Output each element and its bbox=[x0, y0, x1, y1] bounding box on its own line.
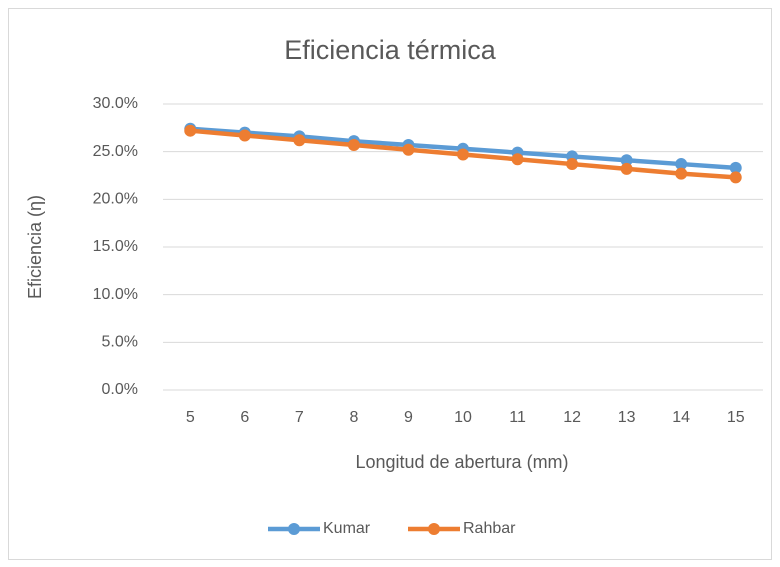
legend-label: Kumar bbox=[323, 520, 371, 537]
data-point bbox=[675, 158, 688, 171]
data-point bbox=[729, 171, 742, 184]
y-tick-label: 25.0% bbox=[93, 143, 138, 160]
x-tick-label: 15 bbox=[727, 409, 745, 426]
x-tick-label: 13 bbox=[618, 409, 636, 426]
chart-frame bbox=[8, 8, 772, 560]
legend-marker bbox=[288, 523, 300, 535]
y-tick-label: 30.0% bbox=[93, 95, 138, 112]
legend-marker bbox=[428, 523, 440, 535]
legend-label: Rahbar bbox=[463, 520, 516, 537]
y-axis-label: Eficiencia (η) bbox=[25, 195, 45, 299]
chart-title: Eficiencia térmica bbox=[284, 35, 497, 65]
x-axis-label: Longitud de abertura (mm) bbox=[355, 452, 568, 472]
data-point bbox=[402, 143, 415, 156]
x-tick-label: 6 bbox=[240, 409, 249, 426]
y-tick-label: 10.0% bbox=[93, 286, 138, 303]
data-point bbox=[620, 154, 633, 167]
x-tick-label: 7 bbox=[295, 409, 304, 426]
x-tick-label: 9 bbox=[404, 409, 413, 426]
data-point bbox=[457, 148, 469, 161]
x-tick-label: 10 bbox=[454, 409, 472, 426]
x-tick-label: 8 bbox=[349, 409, 358, 426]
y-tick-label: 0.0% bbox=[102, 381, 138, 398]
data-point bbox=[729, 161, 742, 174]
data-point bbox=[620, 162, 633, 175]
data-point bbox=[184, 124, 197, 137]
y-tick-label: 5.0% bbox=[102, 334, 138, 351]
y-tick-label: 15.0% bbox=[93, 238, 138, 255]
x-tick-label: 12 bbox=[563, 409, 581, 426]
data-point bbox=[566, 158, 579, 171]
data-point bbox=[238, 129, 251, 142]
data-point bbox=[675, 167, 688, 180]
x-tick-label: 11 bbox=[509, 409, 526, 426]
y-tick-label: 20.0% bbox=[93, 191, 138, 208]
x-tick-label: 5 bbox=[186, 409, 195, 426]
x-tick-label: 14 bbox=[672, 409, 690, 426]
data-point bbox=[293, 134, 306, 147]
data-point bbox=[511, 153, 524, 166]
data-point bbox=[347, 138, 360, 151]
